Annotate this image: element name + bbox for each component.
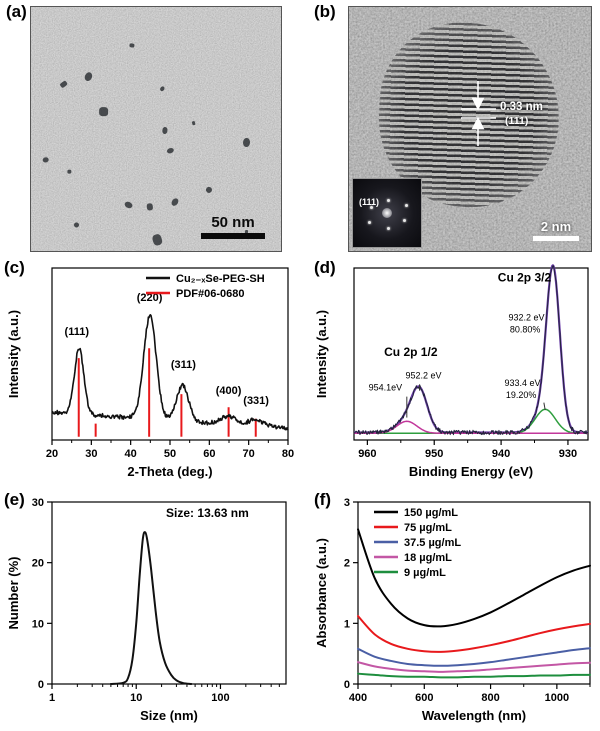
svg-text:20: 20	[46, 448, 58, 460]
svg-text:100: 100	[211, 692, 229, 704]
svg-text:50: 50	[164, 448, 176, 460]
tem-grain-texture	[31, 7, 281, 251]
svg-text:40: 40	[125, 448, 137, 460]
svg-text:950: 950	[425, 448, 443, 460]
panel-c-label: (c)	[4, 258, 25, 277]
chart-annotation: Size: 13.63 nm	[166, 506, 249, 520]
chart-annotation: 80.80%	[510, 324, 541, 334]
hrtem-image: 0.33 nm (111) (111) 2 nm	[348, 6, 592, 252]
svg-text:20: 20	[32, 558, 44, 570]
legend-entry: 75 µg/mL	[404, 522, 452, 534]
svg-text:30: 30	[32, 497, 44, 509]
svg-text:60: 60	[203, 448, 215, 460]
chart-annotation: (311)	[171, 359, 196, 371]
legend-entry: Cu₂₋ₓSe-PEG-SH	[176, 273, 265, 285]
svg-text:2: 2	[344, 558, 350, 570]
xrd-chart: 20 30 40 50 60 70 80 (111) (220) (311) (400) (331) C…	[6, 260, 298, 487]
x-axis-title: Binding Energy (eV)	[409, 464, 533, 479]
chart-annotation: (331)	[243, 395, 269, 407]
scale-bar-b-label: 2 nm	[540, 219, 572, 234]
scale-bar-b: 2 nm	[533, 219, 579, 241]
scale-bar-a: 50 nm	[201, 214, 265, 239]
fft-inset: (111)	[352, 178, 422, 248]
chart-annotation: 19.20%	[506, 390, 537, 400]
xps-chart: 960 950 940 930 Cu 2p 3/2 Cu 2p 1/2 932.2 eV 80…	[314, 260, 598, 487]
uvvis-chart: 400 600 800 1000 0 1 2 3 150 µg/mL 75 µg/mL 37.5 µ…	[314, 492, 598, 731]
svg-text:1: 1	[344, 618, 350, 630]
lattice-annotation-arrows	[461, 81, 496, 146]
svg-text:30: 30	[85, 448, 97, 460]
svg-text:0: 0	[38, 679, 44, 691]
fft-plane-label: (111)	[359, 197, 380, 207]
panel-b-label: (b)	[314, 2, 336, 21]
lattice-plane-label: (111)	[505, 115, 529, 127]
y-axis-title: Number (%)	[6, 557, 21, 630]
x-axis-title: Size (nm)	[140, 708, 198, 723]
legend-entry: 150 µg/mL	[404, 507, 458, 519]
panel-c-plot: 20 30 40 50 60 70 80 (111) (220) (311) (400)(331) C…	[6, 267, 294, 479]
legend-entry: PDF#06-0680	[176, 288, 245, 300]
chart-annotation: 954.1eV	[369, 383, 403, 393]
svg-text:1: 1	[49, 692, 55, 704]
legend-entry: 18 µg/mL	[404, 552, 452, 564]
x-axis-title: Wavelength (nm)	[422, 708, 526, 723]
x-axis-title: 2-Theta (deg.)	[127, 464, 212, 479]
svg-text:10: 10	[130, 692, 142, 704]
lattice-spacing-label: 0.33 nm	[500, 101, 543, 113]
legend-entry: 9 µg/mL	[404, 567, 446, 579]
svg-text:400: 400	[349, 692, 367, 704]
chart-annotation: Cu 2p 1/2	[384, 345, 438, 359]
panel-d-plot: 960 950 940 930 Cu 2p 3/2 Cu 2p 1/2 932.2 eV 80…	[314, 264, 589, 479]
svg-text:960: 960	[358, 448, 376, 460]
chart-annotation: (400)	[216, 385, 242, 397]
fft-center-spot	[382, 208, 392, 218]
svg-text:0: 0	[344, 679, 350, 691]
y-axis-title: Intensity (a.u.)	[314, 310, 329, 398]
chart-annotation: (111)	[65, 326, 90, 338]
svg-text:3: 3	[344, 497, 350, 509]
svg-text:800: 800	[481, 692, 499, 704]
panel-f-label: (f)	[314, 490, 331, 509]
panel-a-label: (a)	[6, 2, 27, 21]
svg-text:940: 940	[492, 448, 510, 460]
y-axis-title: Absorbance (a.u.)	[314, 538, 329, 648]
svg-text:930: 930	[559, 448, 577, 460]
scale-bar-a-label: 50 nm	[211, 214, 255, 231]
chart-annotation: Cu 2p 3/2	[498, 270, 552, 284]
svg-text:10: 10	[32, 618, 44, 630]
tem-image-low-mag: 50 nm	[30, 6, 282, 252]
svg-text:1000: 1000	[545, 692, 569, 704]
scale-bar-a-line	[201, 233, 265, 239]
chart-annotation: 952.2 eV	[406, 371, 442, 381]
scale-bar-b-line	[533, 236, 579, 241]
dls-chart: 1 10 100 0 10 20 30 Size: 13.63 nm Size (nm) Numb…	[6, 492, 298, 731]
legend-entry: 37.5 µg/mL	[404, 537, 461, 549]
svg-text:70: 70	[243, 448, 255, 460]
chart-annotation: 932.2 eV	[508, 312, 544, 322]
panel-e-plot: 1 10 100 0 10 20 30 Size: 13.63 nm Size (nm) Numb…	[6, 497, 287, 723]
panel-d-label: (d)	[314, 258, 336, 277]
chart-annotation: 933.4 eV	[504, 378, 540, 388]
svg-text:80: 80	[282, 448, 294, 460]
panel-e-label: (e)	[4, 490, 25, 509]
chart-annotation: (220)	[137, 292, 163, 304]
y-axis-title: Intensity (a.u.)	[6, 310, 21, 398]
panel-f-plot: 400 600 800 1000 0 1 2 3 150 µg/mL 75 µg/mL 37.5 µ…	[314, 497, 591, 723]
svg-text:600: 600	[415, 692, 433, 704]
